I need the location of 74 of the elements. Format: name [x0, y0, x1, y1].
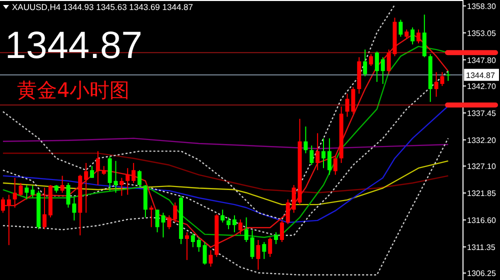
- candlestick: [220, 209, 225, 224]
- candlestick: [226, 216, 231, 230]
- candlestick: [374, 51, 379, 82]
- candlestick: [238, 218, 242, 235]
- candlestick: [322, 138, 326, 169]
- candlestick: [96, 150, 100, 186]
- candlestick: [137, 170, 142, 186]
- candlestick: [120, 177, 124, 196]
- candlestick: [416, 29, 420, 44]
- candlestick: [42, 187, 47, 230]
- y-tick-label: 1327.10: [467, 162, 496, 172]
- candlestick: [268, 236, 272, 258]
- candlestick: [410, 26, 415, 45]
- candlestick: [84, 162, 88, 214]
- candlestick: [250, 230, 254, 260]
- candlestick: [327, 138, 332, 176]
- candlestick: [208, 250, 213, 268]
- candlestick: [363, 49, 368, 77]
- candlestick: [304, 126, 308, 154]
- candlestick: [280, 220, 284, 243]
- candlestick: [274, 232, 278, 245]
- candlestick: [132, 162, 136, 184]
- candlestick: [404, 29, 409, 40]
- candlestick: [114, 160, 118, 194]
- candlestick: [24, 184, 29, 200]
- candlestick: [30, 185, 35, 198]
- ref-line-label: 1344.87: [466, 70, 496, 80]
- candlestick: [126, 168, 130, 196]
- candlestick: [196, 236, 201, 252]
- candlestick: [256, 239, 260, 270]
- y-tick-label: 1311.35: [467, 242, 496, 252]
- line-series: [2, 4, 396, 220]
- candlestick: [398, 19, 403, 38]
- y-tick-label: 1332.20: [467, 136, 496, 145]
- candlestick: [202, 242, 207, 266]
- line-series: [2, 152, 449, 194]
- candlestick: [12, 177, 17, 208]
- candlestick: [0, 196, 5, 214]
- line-series: [2, 138, 449, 150]
- y-tick-label: 1316.60: [467, 216, 496, 225]
- candlestick: [286, 198, 290, 225]
- candlestick: [6, 194, 11, 246]
- chart-title: XAUUSD,H4 1344.93 1345.63 1343.69 1344.87: [12, 2, 194, 12]
- text: 黄金4小时图: [17, 78, 130, 102]
- candlestick: [244, 216, 248, 243]
- y-tick-label: 1321.85: [467, 188, 496, 198]
- line-series: [2, 160, 449, 206]
- y-tick-label: 1358.30: [467, 2, 496, 11]
- candlestick: [184, 232, 189, 260]
- candlestick: [446, 70, 450, 82]
- candlestick: [262, 242, 266, 260]
- candlestick: [90, 166, 94, 178]
- y-tick-label: 1337.45: [467, 108, 496, 118]
- line-series: [2, 138, 449, 276]
- candlestick: [18, 182, 23, 196]
- y-tick-label: 1347.80: [467, 56, 496, 65]
- candlestick: [333, 154, 338, 176]
- y-tick-label: 1353.05: [467, 28, 496, 38]
- annotation: 1344.87: [5, 25, 142, 67]
- candlestick: [190, 232, 195, 248]
- candlestick: [292, 184, 296, 214]
- candlestick: [316, 132, 320, 171]
- line-series: [2, 105, 449, 224]
- candlestick: [422, 14, 426, 58]
- candlestick: [310, 145, 314, 166]
- candlestick: [60, 175, 64, 194]
- candlestick: [167, 214, 172, 230]
- candlestick: [149, 205, 154, 228]
- candlestick: [232, 214, 236, 233]
- y-tick-label: 1342.70: [467, 82, 496, 91]
- y-tick-label: 1306.25: [467, 269, 496, 278]
- candlestick: [173, 202, 178, 224]
- candlestick: [380, 56, 385, 84]
- candlestick: [368, 54, 373, 66]
